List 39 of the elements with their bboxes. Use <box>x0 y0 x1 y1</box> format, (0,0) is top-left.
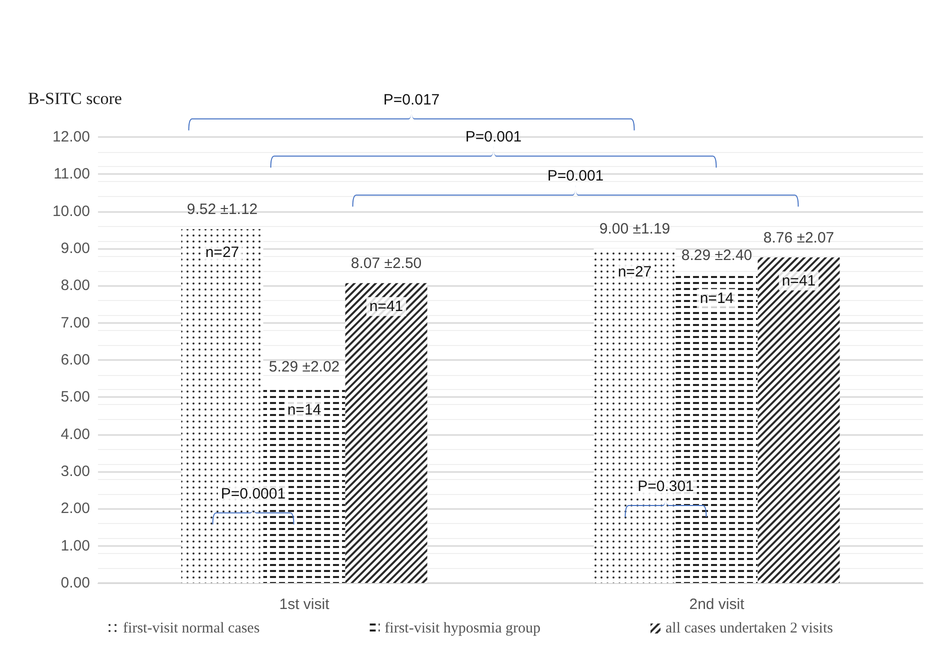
legend-label: all cases undertaken 2 visits <box>666 620 834 636</box>
annotation: n=14 <box>700 290 734 307</box>
y-tick-label: 10.00 <box>52 202 90 220</box>
annotation: n=41 <box>782 272 816 290</box>
y-tick-label: 3.00 <box>60 463 90 480</box>
annotation: n=27 <box>205 244 240 262</box>
significance-bracket: P=0.0001 <box>212 484 294 524</box>
y-tick-label: 8.00 <box>60 277 90 294</box>
y-tick-label: 12.00 <box>52 128 90 146</box>
annotation: P=0.301 <box>638 478 694 495</box>
annotation: P=0.0001 <box>220 485 286 502</box>
annotation: P=0.001 <box>465 128 522 146</box>
data-label: 8.07 ±2.50 <box>350 255 422 272</box>
legend-label: first-visit normal cases <box>123 620 260 636</box>
data-label: 5.29 ±2.02 <box>268 358 340 376</box>
significance-bracket: P=0.001 <box>352 168 799 207</box>
data-label: 9.52 ±1.12 <box>186 201 258 218</box>
x-tick-label: 1st visit <box>279 596 330 613</box>
legend-label: first-visit hyposmia group <box>384 620 541 636</box>
y-tick-label: 1.00 <box>60 537 90 554</box>
data-label: 8.29 ±2.40 <box>681 246 752 264</box>
y-tick-label: 4.00 <box>60 426 90 443</box>
y-tick-label: 0.00 <box>60 574 90 592</box>
significance-bracket: P=0.017 <box>188 91 635 130</box>
annotation: n=41 <box>369 298 404 316</box>
y-axis-title: B-SITC score <box>28 89 122 108</box>
x-tick-label: 2nd visit <box>689 596 746 613</box>
y-tick-label: 11.00 <box>54 166 90 183</box>
annotation: P=0.001 <box>547 168 604 185</box>
y-tick-label: 5.00 <box>60 388 90 406</box>
y-tick-label: 9.00 <box>60 240 90 257</box>
y-tick-label: 2.00 <box>60 500 90 518</box>
data-label: 8.76 ±2.07 <box>763 229 834 246</box>
data-label: 9.00 ±1.19 <box>599 220 670 238</box>
annotation: n=14 <box>287 401 322 418</box>
annotation: n=27 <box>618 264 652 280</box>
y-tick-label: 6.00 <box>60 352 90 368</box>
significance-bracket: P=0.001 <box>270 128 717 168</box>
y-tick-label: 7.00 <box>60 314 90 332</box>
